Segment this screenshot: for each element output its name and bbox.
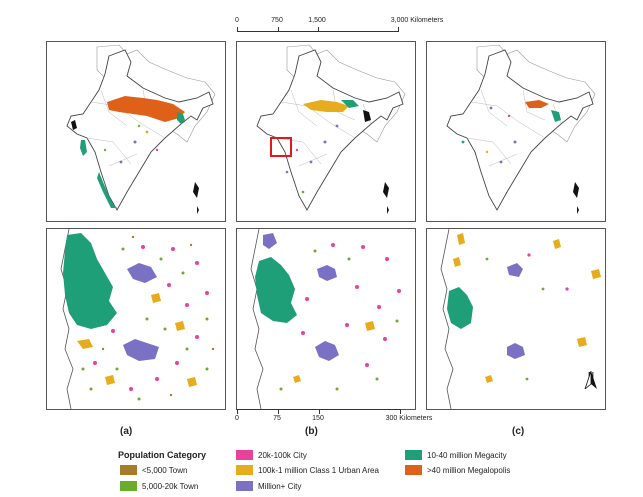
coastline <box>250 229 264 409</box>
scale-tick-label: 0 <box>235 17 239 24</box>
panel-c-inset-map: N <box>426 228 606 410</box>
scale-tick-label: 300 Kilometers <box>385 415 433 422</box>
small-settlements <box>93 245 209 391</box>
legend-swatch <box>405 465 422 475</box>
panel-label-a: (a) <box>120 426 133 437</box>
class1-urban-region <box>453 233 601 383</box>
andaman-islands <box>193 182 199 214</box>
andaman-islands <box>383 182 389 214</box>
andaman-islands <box>573 182 579 214</box>
inset-map-c <box>440 229 601 409</box>
megalopolis-region <box>525 100 549 108</box>
panel-label-b: (b) <box>305 426 318 437</box>
million-city-region <box>507 263 523 277</box>
coastline <box>60 229 74 409</box>
megacity-region <box>71 120 77 130</box>
scale-tick-label: 3,000 Kilometers <box>390 17 444 24</box>
state-boundaries <box>86 89 182 167</box>
legend-item-megalopolis: >40 million Megalopolis <box>405 464 510 476</box>
legend-label: Million+ City <box>258 481 302 491</box>
north-arrow-icon <box>584 371 597 389</box>
india-map-a <box>66 44 216 214</box>
million-city-region <box>263 233 277 249</box>
scale-bar-line <box>237 27 399 32</box>
north-arrow: N <box>583 371 599 399</box>
scale-tick-label: 1,500 <box>308 17 326 24</box>
india-outline <box>446 49 594 211</box>
megacity-region <box>255 257 297 323</box>
inset-location-box <box>270 137 292 157</box>
megacity-region <box>551 110 561 122</box>
inset-map-b <box>250 229 401 409</box>
small-town-settlements <box>101 235 215 397</box>
legend-label: <5,000 Town <box>142 465 188 475</box>
million-city-region <box>317 265 337 281</box>
scale-tick-label: 750 <box>271 17 283 24</box>
town-settlements <box>279 249 399 391</box>
legend-swatch <box>120 481 137 491</box>
scale-bar-bottom: 0 75 150 300 Kilometers <box>235 409 437 431</box>
town-settlements <box>485 257 545 381</box>
small-settlements <box>527 253 569 291</box>
legend-title: Population Category <box>118 450 207 460</box>
india-outline <box>256 49 404 211</box>
legend-swatch <box>236 481 253 491</box>
scale-tick-label: 75 <box>273 415 281 422</box>
legend-label: 10-40 million Megacity <box>427 450 507 460</box>
legend-item-city: 20k-100k City <box>236 449 307 461</box>
scale-bar-top: 0 750 1,500 3,000 Kilometers <box>235 17 447 39</box>
million-city-region <box>315 341 339 361</box>
megacity-region <box>447 287 473 329</box>
legend-item-small-town: <5,000 Town <box>120 464 187 476</box>
megacity-region <box>363 110 371 122</box>
class1-urban-region <box>303 100 349 112</box>
megalopolis-region <box>107 96 185 122</box>
legend-swatch <box>405 450 422 460</box>
million-city-region <box>123 339 159 361</box>
scale-tick-label: 0 <box>235 415 239 422</box>
coastline <box>440 229 454 409</box>
megacity-region <box>177 112 185 124</box>
million-city-region <box>507 343 525 359</box>
town-settlements <box>81 247 209 401</box>
legend-item-megacity: 10-40 million Megacity <box>405 449 507 461</box>
legend-swatch <box>236 465 253 475</box>
megacity-region <box>341 100 359 108</box>
class1-urban-region <box>293 321 375 383</box>
megacity-region <box>63 233 117 329</box>
million-city-region <box>127 263 157 283</box>
legend-item-class1-urban: 100k-1 million Class 1 Urban Area <box>236 464 379 476</box>
legend-label: 100k-1 million Class 1 Urban Area <box>258 465 379 475</box>
india-map-c <box>446 44 596 214</box>
panel-a-india-map <box>46 41 226 222</box>
panel-b-inset-map <box>236 228 416 410</box>
legend-item-million-city: Million+ City <box>236 480 301 492</box>
scale-tick-label: 150 <box>312 415 324 422</box>
panel-a-inset-map <box>46 228 226 410</box>
legend-label: >40 million Megalopolis <box>427 465 511 475</box>
legend-swatch <box>120 465 137 475</box>
state-boundaries <box>276 89 372 167</box>
india-map-b <box>256 44 406 214</box>
small-settlements <box>301 243 401 367</box>
coastal-towns <box>97 172 117 208</box>
india-outline <box>66 49 214 211</box>
inset-map-a <box>60 229 215 409</box>
panel-c-india-map <box>426 41 606 222</box>
legend-item-town: 5,000-20k Town <box>120 480 198 492</box>
megacity-region <box>80 140 87 156</box>
scale-bar-line <box>237 409 401 414</box>
panel-b-india-map <box>236 41 416 222</box>
panel-label-c: (c) <box>512 426 525 437</box>
legend-label: 5,000-20k Town <box>142 481 199 491</box>
legend-label: 20k-100k City <box>258 450 307 460</box>
legend-swatch <box>236 450 253 460</box>
state-boundaries <box>466 89 562 167</box>
